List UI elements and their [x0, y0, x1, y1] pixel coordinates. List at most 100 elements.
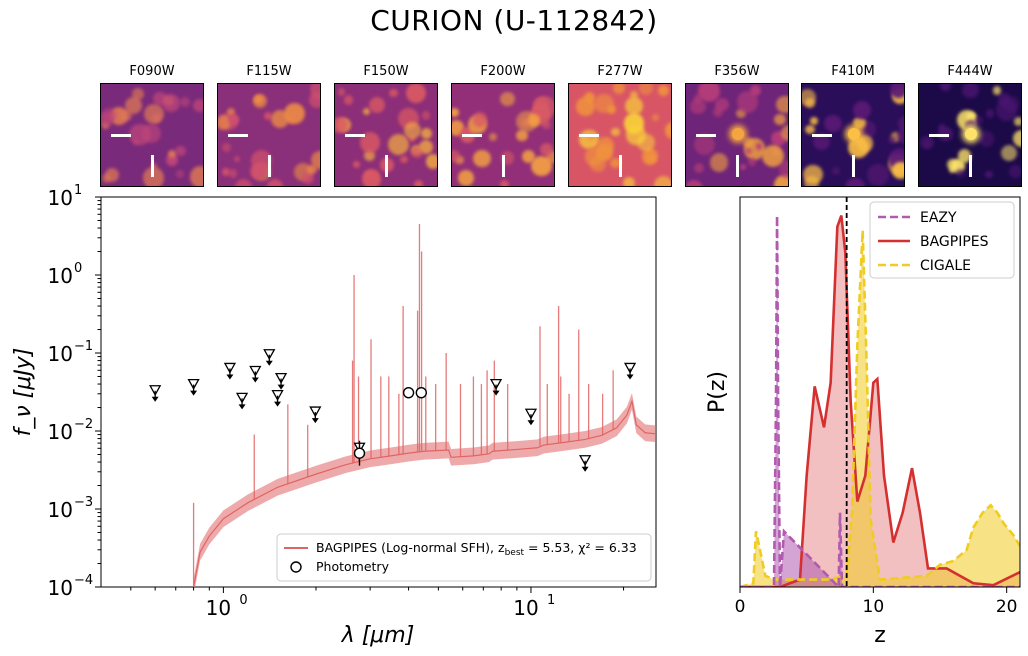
x-tick-exponent: 0: [239, 593, 247, 608]
y-tick-exponent: −2: [74, 417, 93, 432]
crosshair-vertical: [852, 155, 855, 177]
source-blob: [965, 128, 977, 140]
noise-blob: [778, 160, 788, 180]
noise-blob: [308, 92, 320, 109]
noise-blob: [546, 150, 554, 164]
upper-limit-marker: [249, 365, 262, 377]
upper-limit-marker: [274, 372, 288, 384]
crosshair-vertical: [385, 155, 388, 177]
noise-blob: [584, 147, 604, 166]
noise-blob: [939, 84, 951, 92]
noise-blob: [251, 149, 273, 171]
sed-ticks: 10 0 10 110 −410 −310 −210 −110 010 1: [48, 183, 625, 620]
pz-legend-label: BAGPIPES: [920, 234, 989, 250]
noise-blob: [803, 164, 823, 185]
legend-model-label-main: BAGPIPES (Log-normal SFH), z: [316, 540, 505, 555]
pz-legend: EAZY BAGPIPES CIGALE: [869, 201, 1015, 279]
crosshair-vertical: [151, 155, 154, 177]
noise-blob: [222, 142, 231, 152]
noise-blob: [892, 162, 904, 180]
noise-blob: [180, 96, 190, 107]
crosshair-vertical: [736, 155, 739, 177]
noise-blob: [455, 155, 464, 165]
noise-blob: [867, 164, 889, 186]
noise-blob: [263, 111, 272, 120]
sed-xlabel: λ [μm]: [341, 623, 415, 648]
noise-blob: [896, 127, 904, 145]
noise-blob: [736, 91, 759, 113]
pz-fill-bagpipes: [740, 215, 1020, 587]
y-tick-label: 10: [48, 186, 73, 210]
upper-limit-marker: [309, 406, 322, 418]
cutout-image: [451, 83, 555, 187]
y-tick-exponent: 0: [74, 261, 82, 276]
noise-blob: [709, 153, 729, 173]
noise-blob: [420, 127, 432, 140]
noise-blob: [745, 147, 752, 155]
cutout-label: F444W: [947, 64, 993, 79]
noise-blob: [228, 113, 240, 125]
noise-blob: [389, 88, 398, 98]
upper-limit-arrow-head: [311, 418, 319, 424]
noise-blob: [920, 135, 935, 150]
upper-limit-arrow-head: [277, 384, 285, 390]
crosshair-horizontal: [696, 134, 716, 137]
noise-blob: [845, 178, 865, 186]
upper-limit-arrow-head: [151, 396, 159, 402]
sed-plot: 10 0 10 110 −410 −310 −210 −110 010 1 BAGPIPES (L…: [11, 183, 657, 648]
noise-blob: [162, 93, 181, 112]
upper-limit-marker: [263, 349, 276, 361]
pz-xlabel: z: [874, 623, 886, 648]
y-tick-exponent: 1: [74, 183, 82, 198]
noise-blob: [301, 171, 314, 184]
cutout-label: F115W: [246, 64, 292, 79]
sed-legend-box: [276, 533, 652, 582]
noise-blob: [189, 166, 203, 186]
sed-ylabel: f_ν [μJy]: [11, 348, 36, 437]
crosshair-vertical: [502, 155, 505, 177]
noise-blob: [686, 179, 703, 186]
upper-limit-arrow-head: [226, 374, 234, 380]
noise-blob: [500, 179, 510, 186]
crosshair-horizontal: [929, 134, 949, 137]
noise-blob: [309, 84, 320, 100]
upper-limit-marker: [187, 378, 200, 390]
noise-blob: [623, 113, 645, 135]
crosshair-vertical: [268, 155, 271, 177]
noise-blob: [353, 160, 360, 168]
pz-legend-label: CIGALE: [920, 258, 971, 274]
noise-blob: [975, 115, 983, 124]
crosshair-horizontal: [579, 134, 599, 137]
noise-blob: [1013, 129, 1021, 148]
pz-line-cigale: [740, 230, 1020, 587]
sed-legend: BAGPIPES (Log-normal SFH), zbest = 5.53,…: [276, 533, 652, 582]
noise-blob: [413, 179, 423, 186]
crosshair-vertical: [969, 155, 972, 177]
noise-blob: [176, 169, 185, 178]
noise-blob: [363, 149, 376, 162]
y-tick-exponent: −1: [74, 339, 93, 354]
crosshair-vertical: [619, 155, 622, 177]
y-tick-label: 10: [48, 264, 73, 288]
noise-blob: [956, 168, 965, 178]
noise-blob: [802, 88, 816, 106]
noise-blob: [713, 106, 724, 118]
noise-blob: [284, 103, 306, 124]
noise-blob: [311, 150, 320, 169]
upper-limit-marker: [524, 408, 538, 420]
noise-blob: [343, 95, 354, 106]
noise-blob: [762, 145, 784, 168]
noise-blob: [266, 178, 283, 186]
noise-blob: [306, 164, 317, 175]
legend-photometry-label: Photometry: [316, 559, 390, 574]
noise-blob: [472, 112, 488, 127]
noise-blob: [270, 110, 289, 129]
noise-blob: [657, 85, 669, 97]
x-tick-exponent: 1: [547, 593, 555, 608]
cutout-image: [918, 83, 1022, 187]
noise-blob: [452, 150, 461, 163]
source-blob: [848, 128, 860, 140]
noise-blob: [978, 131, 995, 147]
noise-blob: [739, 163, 747, 171]
